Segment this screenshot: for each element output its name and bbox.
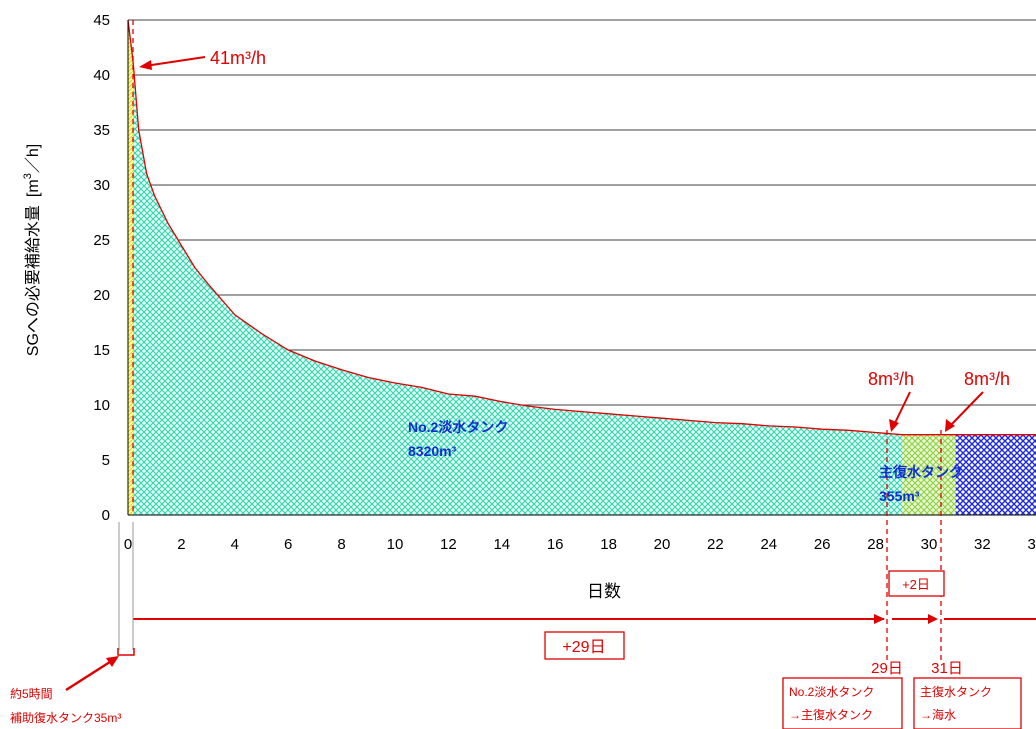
region-3 [955, 434, 1036, 515]
x-tick-18: 18 [600, 536, 617, 553]
required-water-curve [127, 19, 1036, 436]
x-tick-34: 34 [1027, 536, 1036, 553]
x-tick-8: 8 [337, 536, 345, 553]
x-tick-14: 14 [493, 536, 510, 553]
annotation-8-day31: 8m³/h [945, 369, 1010, 432]
rate-label-day31: 8m³/h [964, 369, 1010, 389]
rate-label-start: 41m³/h [210, 48, 266, 68]
x-tick-24: 24 [760, 536, 777, 553]
x-tick-22: 22 [707, 536, 724, 553]
day31-label: 31日 [931, 660, 963, 677]
region-0 [128, 20, 134, 515]
arrow-41 [144, 56, 206, 67]
x-tick-12: 12 [440, 536, 457, 553]
aux-tank-text: 補助復水タンク35m³ [10, 710, 121, 725]
x-axis-label: 日数 [587, 582, 621, 601]
y-tick-15: 15 [93, 342, 110, 359]
x-tick-0: 0 [124, 536, 132, 553]
hours-note: 約5時間 [10, 686, 53, 701]
region-2 [902, 434, 956, 515]
y-tick-30: 30 [93, 177, 110, 194]
y-tick-labels: 0 5 10 15 20 25 30 35 40 45 [93, 12, 110, 524]
plus29-box [544, 631, 625, 660]
transition-box-1 [782, 677, 903, 729]
timeline-arrowhead-1 [874, 614, 885, 624]
y-tick-5: 5 [102, 452, 110, 469]
y-tick-10: 10 [93, 397, 110, 414]
x-tick-10: 10 [387, 536, 404, 553]
plus2-box [888, 570, 945, 597]
transition-box-1-line1: No.2淡水タンク [789, 685, 874, 699]
timeline: +29日 +2日 29日 31日 No.2淡水タンク →主復水タンク 主復水タン… [133, 570, 1036, 729]
region-label-main-tank: 主復水タンク [879, 464, 963, 480]
x-tick-20: 20 [654, 536, 671, 553]
x-tick-4: 4 [231, 536, 239, 553]
region-label-main-volume: 355m³ [879, 488, 920, 504]
aux-arrow-line [65, 658, 114, 692]
x-tick-32: 32 [974, 536, 991, 553]
arrow-8-day29 [893, 391, 911, 426]
plus29-label: +29日 [562, 639, 605, 656]
x-tick-26: 26 [814, 536, 831, 553]
arrow-8-day31 [949, 391, 984, 427]
annotation-8-day29: 8m³/h [868, 369, 914, 432]
transition-box-1-line2: →主復水タンク [789, 707, 873, 722]
y-tick-40: 40 [93, 67, 110, 84]
arrow-41-head [139, 60, 152, 70]
y-axis-label: SGへの必要補給水量[m3／h] [22, 144, 42, 356]
y-tick-45: 45 [93, 12, 110, 29]
arrow-8-day29-head [889, 419, 899, 432]
rate-label-day29: 8m³/h [868, 369, 914, 389]
y-tick-35: 35 [93, 122, 110, 139]
x-tick-labels: 0246810121416182022242628303234 [124, 536, 1036, 553]
y-tick-0: 0 [102, 507, 110, 524]
transition-box-2 [913, 677, 1022, 729]
annotation-41: 41m³/h [139, 48, 266, 70]
region-label-no2-volume: 8320m³ [408, 443, 457, 459]
x-tick-30: 30 [921, 536, 938, 553]
x-tick-16: 16 [547, 536, 564, 553]
aux-bracket [117, 648, 135, 656]
region-label-no2-tank: No.2淡水タンク [408, 419, 508, 435]
region-1 [133, 64, 903, 515]
y-tick-20: 20 [93, 287, 110, 304]
y-tick-25: 25 [93, 232, 110, 249]
arrow-8-day31-head [945, 419, 955, 432]
timeline-arrowhead-2 [928, 614, 938, 624]
plus2-label: +2日 [902, 577, 930, 592]
x-tick-28: 28 [867, 536, 884, 553]
regions [128, 20, 1036, 515]
transition-box-2-line1: 主復水タンク [920, 684, 992, 699]
aux-arrow-head [106, 656, 119, 667]
dashed-markers [132, 20, 942, 660]
aux-tank-note: 約5時間 補助復水タンク35m³ [10, 522, 135, 725]
x-tick-6: 6 [284, 536, 292, 553]
x-tick-2: 2 [177, 536, 185, 553]
day29-label: 29日 [871, 660, 903, 677]
transition-box-2-line2: →海水 [920, 707, 956, 722]
